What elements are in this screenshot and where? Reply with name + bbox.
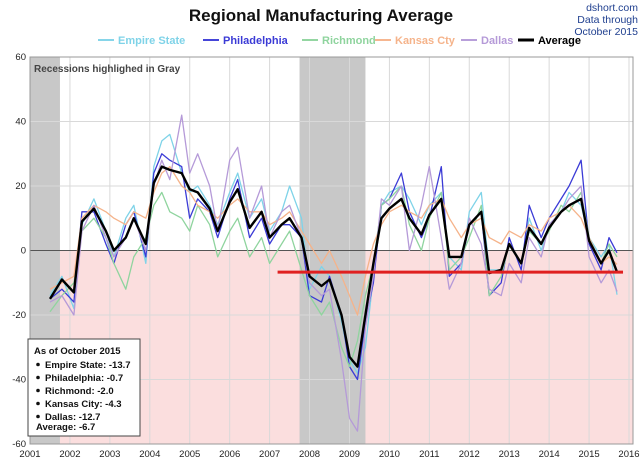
x-tick-label: 2011 <box>419 449 439 460</box>
info-box-items: Empire State: -13.7 Philadelphia: -0.7 Ric… <box>36 360 131 423</box>
x-tick-label: 2014 <box>539 449 560 460</box>
info-box-average: Average: -6.7 <box>36 422 95 433</box>
plot-frame <box>29 56 634 445</box>
info-box: As of October 2015 Empire State: -13.7 Ph… <box>27 338 141 437</box>
y-tick-label: 0 <box>21 246 26 257</box>
x-tick-label: 2008 <box>299 449 320 460</box>
info-bullet <box>36 362 40 367</box>
x-tick-label: 2013 <box>499 449 520 460</box>
info-box-heading: As of October 2015 <box>34 346 121 357</box>
source-line-2: Data through <box>577 14 638 26</box>
x-tick-label: 2001 <box>19 449 40 460</box>
info-bullet <box>36 414 40 419</box>
info-item: Richmond: -2.0 <box>45 386 114 397</box>
recession-note: Recessions highlighed in Gray <box>34 64 181 75</box>
info-item: Kansas City: -4.3 <box>45 399 122 410</box>
x-tick-label: 2012 <box>459 449 480 460</box>
y-tick-label: -60 <box>12 439 26 450</box>
x-tick-label: 2003 <box>99 449 120 460</box>
x-tick-label: 2015 <box>579 449 600 460</box>
y-tick-label: -20 <box>12 310 26 321</box>
legend-label: Dallas <box>481 35 513 47</box>
x-tick-label: 2004 <box>139 449 160 460</box>
legend-label: Average <box>538 35 581 47</box>
info-item: Philadelphia: -0.7 <box>45 373 123 384</box>
chart-title: Regional Manufacturing Average <box>189 6 453 25</box>
y-tick-label: -40 <box>12 375 26 386</box>
info-bullet <box>36 401 40 406</box>
x-tick-label: 2009 <box>339 449 360 460</box>
info-box-frame <box>27 338 141 437</box>
series-line-average <box>48 165 619 368</box>
y-tick-label: 40 <box>15 117 26 128</box>
x-tick-label: 2016 <box>618 449 639 460</box>
source-line-3: October 2015 <box>574 26 638 38</box>
legend-label: Kansas Cty <box>395 35 456 47</box>
x-tick-label: 2006 <box>219 449 240 460</box>
x-tick-label: 2005 <box>179 449 200 460</box>
y-tick-label: 20 <box>15 181 26 192</box>
legend-label: Philadelphia <box>223 35 289 47</box>
info-bullet <box>36 388 40 393</box>
legend-label: Richmond <box>322 35 376 47</box>
info-item: Empire State: -13.7 <box>45 360 131 371</box>
x-tick-label: 2010 <box>379 449 400 460</box>
legend-label: Empire State <box>118 35 185 47</box>
x-tick-label: 2002 <box>59 449 80 460</box>
source-line-1: dshort.com <box>586 2 638 14</box>
x-tick-label: 2007 <box>259 449 280 460</box>
y-tick-label: 60 <box>15 52 26 63</box>
info-bullet <box>36 375 40 380</box>
legend: Empire State Philadelphia Richmond Kansas C… <box>98 35 581 47</box>
info-item: Dallas: -12.7 <box>45 412 100 423</box>
